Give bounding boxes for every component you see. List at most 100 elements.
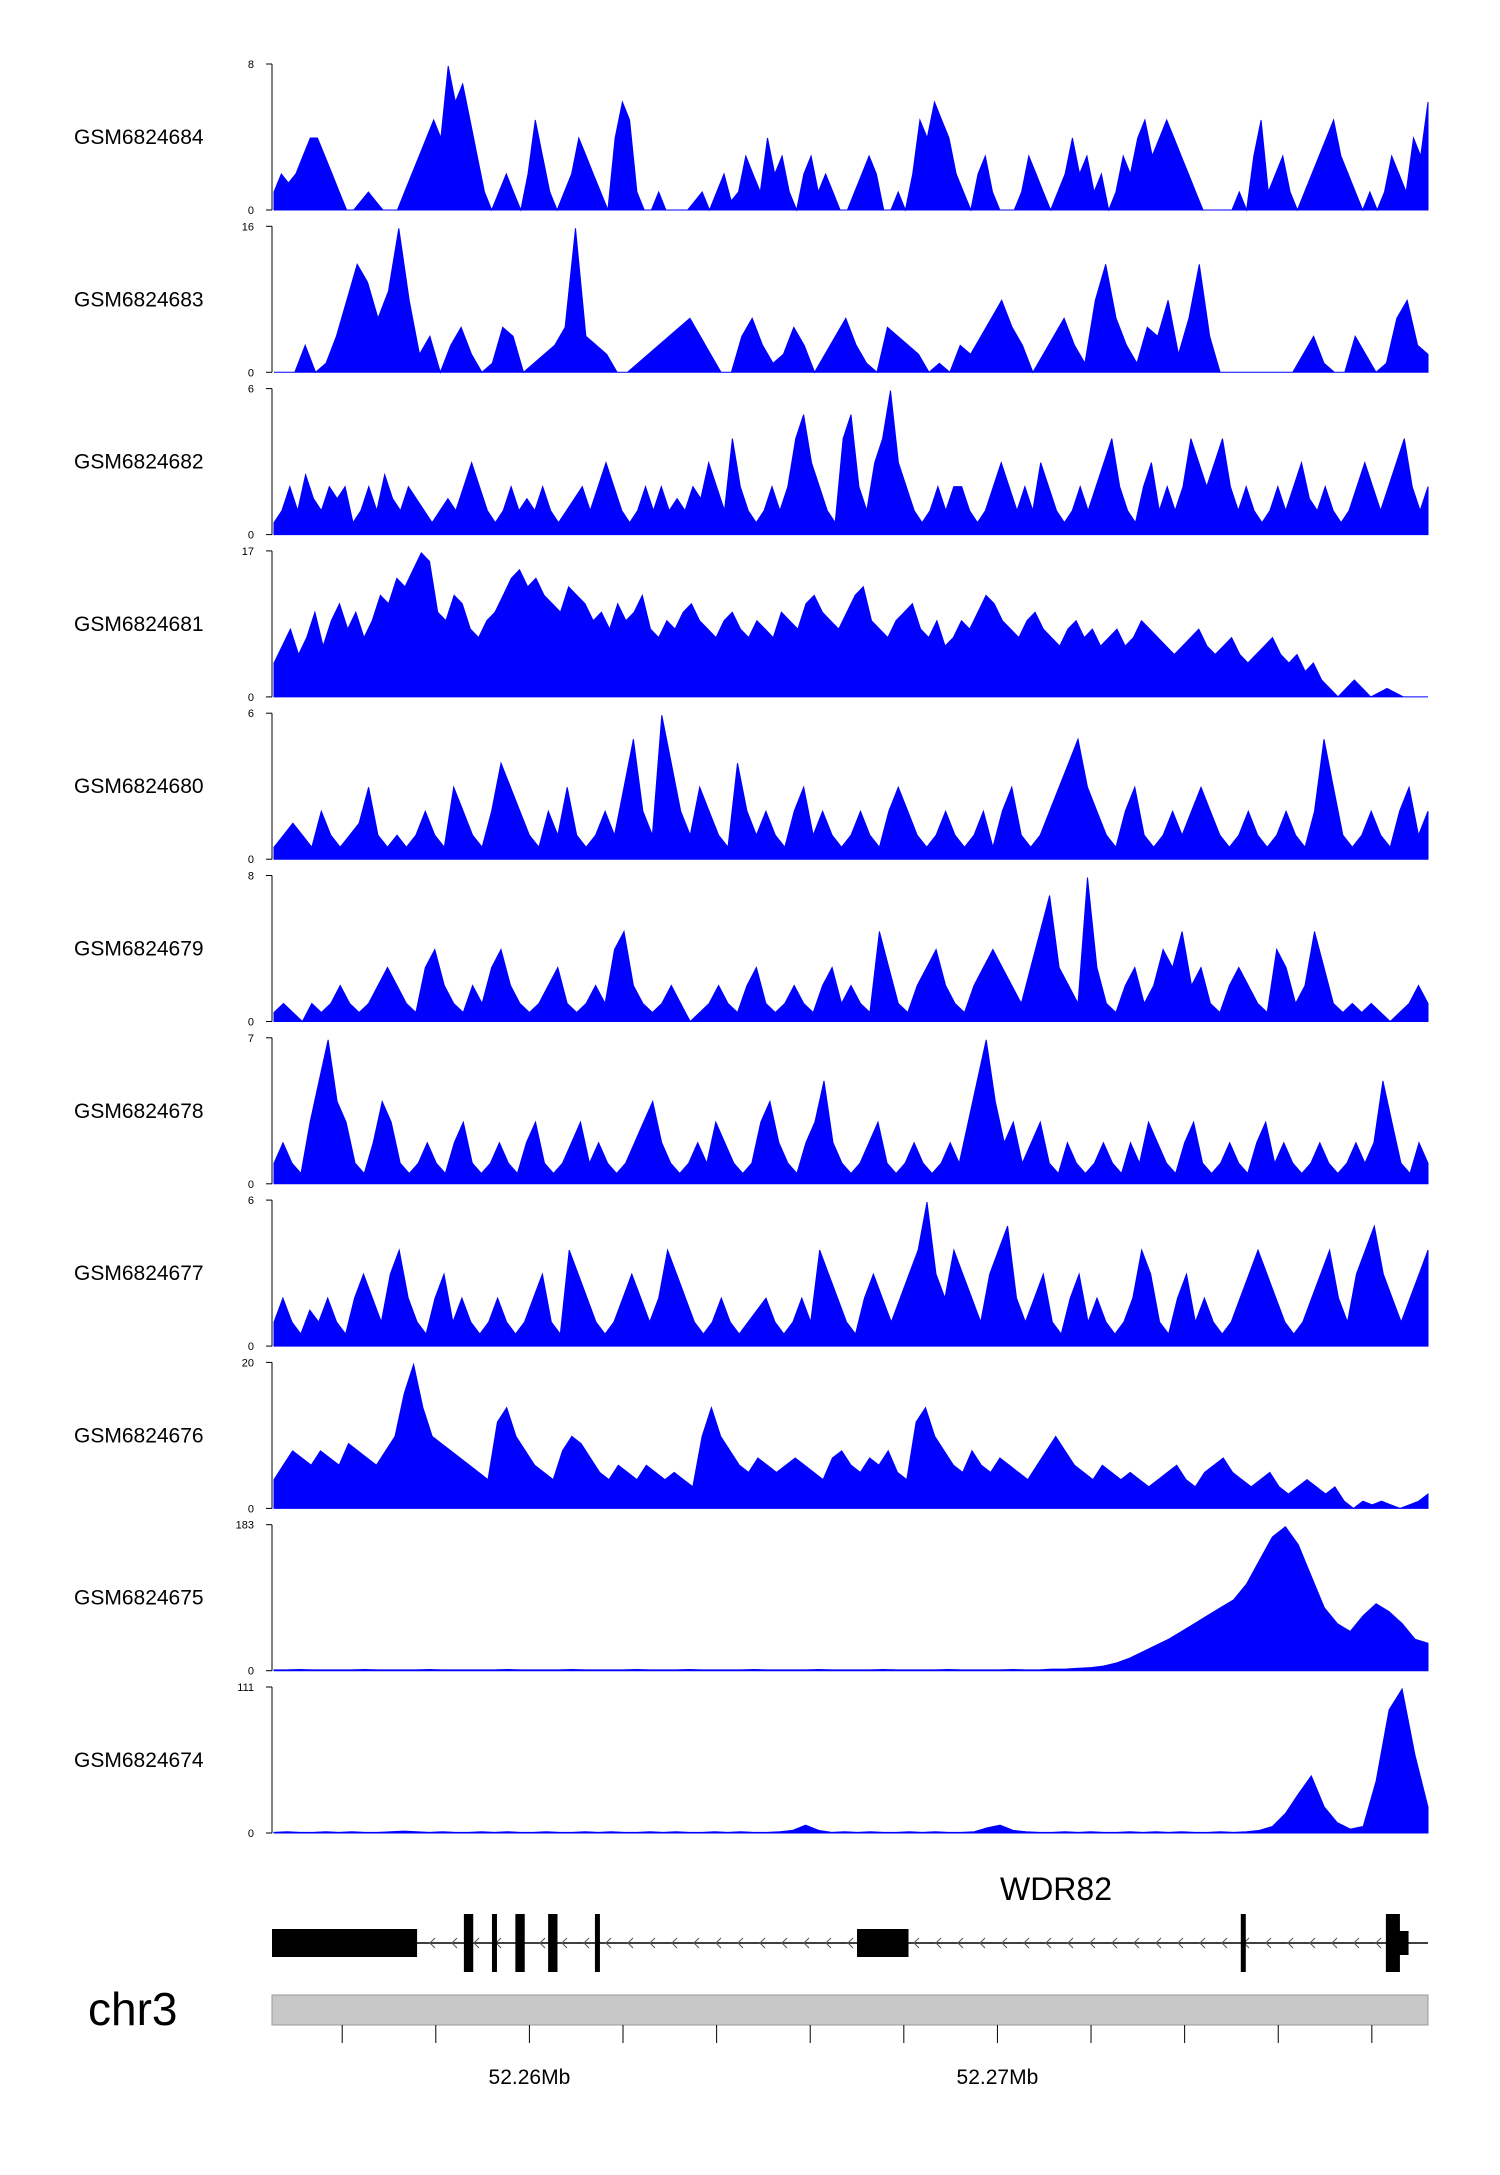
strand-arrow xyxy=(913,1937,920,1949)
track-GSM6824680: 6 0 GSM6824680 xyxy=(74,708,1429,866)
strand-arrow xyxy=(1287,1937,1294,1949)
track-ymin-label: 0 xyxy=(248,530,254,542)
track-ymin-label: 0 xyxy=(248,1503,254,1515)
x-axis-tick-label: 52.26Mb xyxy=(489,2066,571,2089)
track-GSM6824677: 6 0 GSM6824677 xyxy=(74,1195,1429,1353)
x-axis-tick-label: 52.27Mb xyxy=(957,2066,1039,2089)
gene-annotation-track: WDR82 xyxy=(272,1871,1428,1972)
track-signal-area xyxy=(273,1525,1429,1672)
track-name-label: GSM6824682 xyxy=(74,451,204,474)
track-name-label: GSM6824676 xyxy=(74,1424,204,1447)
track-name-label: GSM6824677 xyxy=(74,1262,204,1285)
chromosome-ideogram: chr3 52.26Mb 52.27Mb xyxy=(88,1983,1429,2089)
strand-arrow xyxy=(429,1937,436,1949)
strand-arrow xyxy=(1331,1937,1338,1949)
strand-arrow xyxy=(1023,1937,1030,1949)
strand-arrow xyxy=(1353,1937,1360,1949)
gene-exon-utr xyxy=(1388,1931,1409,1955)
track-ymax-label: 16 xyxy=(242,221,254,233)
gene-exon xyxy=(491,1914,497,1972)
track-ymax-label: 111 xyxy=(237,1682,254,1694)
gene-exon xyxy=(515,1914,525,1972)
strand-arrow xyxy=(715,1937,722,1949)
strand-arrow xyxy=(1375,1937,1382,1949)
strand-arrow xyxy=(781,1937,788,1949)
track-ymax-label: 6 xyxy=(248,708,254,720)
track-ymax-label: 183 xyxy=(236,1520,254,1532)
track-GSM6824682: 6 0 GSM6824682 xyxy=(74,384,1429,542)
strand-arrow xyxy=(935,1937,942,1949)
track-signal-area xyxy=(273,65,1429,212)
strand-arrow xyxy=(1133,1937,1140,1949)
strand-arrow xyxy=(693,1937,700,1949)
track-name-label: GSM6824684 xyxy=(74,126,204,149)
track-name-label: GSM6824675 xyxy=(74,1587,204,1610)
track-ymax-label: 8 xyxy=(248,871,254,883)
track-ymax-label: 6 xyxy=(248,1195,254,1207)
gene-exon xyxy=(594,1914,600,1972)
strand-arrow xyxy=(1199,1937,1206,1949)
ideogram-bar xyxy=(271,1994,1429,2026)
gene-exon xyxy=(1240,1914,1246,1972)
gene-exon xyxy=(272,1929,418,1957)
strand-arrow xyxy=(1265,1937,1272,1949)
strand-arrow xyxy=(671,1937,678,1949)
strand-arrow xyxy=(1155,1937,1162,1949)
strand-arrow xyxy=(539,1937,546,1949)
track-ymin-label: 0 xyxy=(248,692,254,704)
strand-arrow xyxy=(451,1937,458,1949)
strand-arrow xyxy=(1221,1937,1228,1949)
track-ymin-label: 0 xyxy=(248,1666,254,1678)
track-name-label: GSM6824681 xyxy=(74,613,204,636)
track-ymin-label: 0 xyxy=(248,854,254,866)
track-GSM6824675: 183 0 GSM6824675 xyxy=(74,1520,1429,1678)
track-signal-area xyxy=(273,552,1428,698)
gene-exon xyxy=(857,1929,909,1957)
track-signal-area xyxy=(273,1039,1429,1185)
track-ymin-label: 0 xyxy=(248,1179,254,1191)
track-ymax-label: 6 xyxy=(248,384,254,396)
strand-arrow xyxy=(737,1937,744,1949)
track-name-label: GSM6824683 xyxy=(74,288,204,311)
strand-arrow xyxy=(1177,1937,1184,1949)
gene-name-label: WDR82 xyxy=(1000,1871,1112,1907)
gene-exon xyxy=(463,1914,474,1972)
track-ymax-label: 7 xyxy=(248,1033,254,1045)
track-name-label: GSM6824680 xyxy=(74,775,204,798)
gene-exon xyxy=(548,1914,558,1972)
strand-arrow xyxy=(847,1937,854,1949)
strand-arrow xyxy=(1067,1937,1074,1949)
strand-arrow xyxy=(825,1937,832,1949)
strand-arrow xyxy=(649,1937,656,1949)
strand-arrow xyxy=(583,1937,590,1949)
track-ymax-label: 8 xyxy=(248,59,254,71)
strand-arrow xyxy=(1111,1937,1118,1949)
track-ymax-label: 17 xyxy=(242,546,254,558)
track-ymin-label: 0 xyxy=(248,1341,254,1353)
strand-arrow xyxy=(957,1937,964,1949)
track-name-label: GSM6824678 xyxy=(74,1100,204,1123)
track-ymin-label: 0 xyxy=(248,1017,254,1029)
strand-arrow xyxy=(1309,1937,1316,1949)
track-GSM6824679: 8 0 GSM6824679 xyxy=(74,871,1429,1029)
strand-arrow xyxy=(1001,1937,1008,1949)
track-signal-area xyxy=(274,228,1429,374)
chromosome-label: chr3 xyxy=(88,1983,177,2035)
track-ymin-label: 0 xyxy=(248,367,254,379)
track-ymin-label: 0 xyxy=(248,1828,254,1840)
strand-arrow xyxy=(1045,1937,1052,1949)
strand-arrow xyxy=(473,1937,480,1949)
strand-arrow xyxy=(803,1937,810,1949)
track-GSM6824683: 16 0 GSM6824683 xyxy=(74,221,1429,379)
track-GSM6824678: 7 0 GSM6824678 xyxy=(74,1033,1429,1191)
track-signal-area xyxy=(273,877,1429,1023)
strand-arrow xyxy=(605,1937,612,1949)
track-signal-area xyxy=(273,715,1429,860)
strand-arrow xyxy=(979,1937,986,1949)
strand-arrow xyxy=(561,1937,568,1949)
track-signal-area xyxy=(273,1202,1429,1347)
track-signal-area xyxy=(273,1362,1429,1510)
signal-tracks: 8 0 GSM6824684 16 0 GSM6824683 6 0 GSM6824682 17 0… xyxy=(74,59,1429,1840)
